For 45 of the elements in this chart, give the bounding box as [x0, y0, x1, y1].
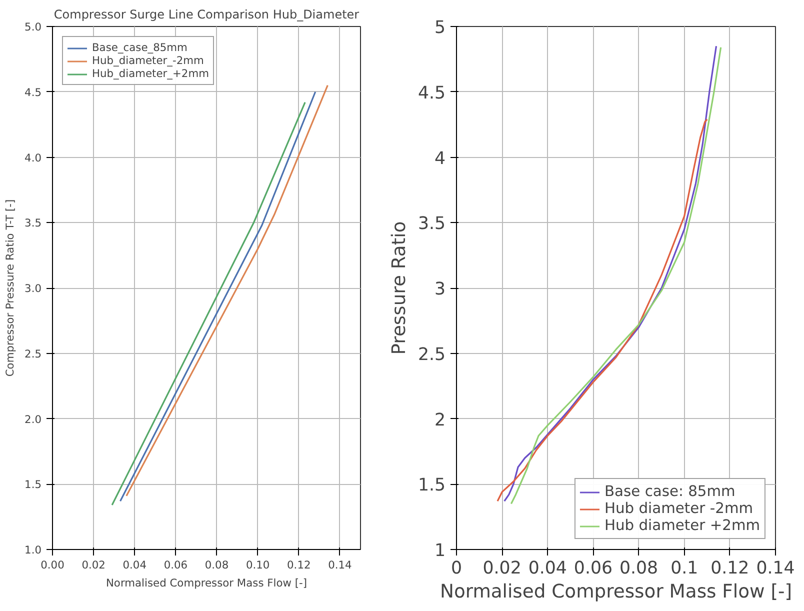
x-tick-label: 0.14 [756, 558, 795, 578]
x-tick-label: 0.1 [670, 558, 698, 578]
x-tick-label: 0.08 [619, 558, 658, 578]
y-tick-label: 1.5 [418, 476, 446, 496]
y-tick-label: 4.5 [24, 86, 42, 99]
y-tick-label: 2 [434, 410, 446, 430]
y-tick-label: 3.5 [24, 216, 42, 230]
legend-label: Hub diameter -2mm [604, 500, 754, 517]
x-tick-label: 0.14 [328, 558, 352, 572]
legend-label: Hub_diameter_-2mm [92, 54, 204, 67]
legend-label: Base_case_85mm [92, 41, 188, 54]
y-axis-title: Pressure Ratio [388, 221, 410, 355]
legend-label: Hub_diameter_+2mm [92, 67, 209, 80]
y-tick-label: 3.0 [24, 282, 42, 295]
y-tick-label: 4.0 [24, 151, 42, 164]
x-tick-label: 0.06 [574, 558, 613, 578]
y-tick-label: 4 [434, 148, 446, 169]
y-tick-label: 4.5 [418, 83, 446, 104]
chart-title: Compressor Surge Line Comparison Hub_Diameter [54, 8, 360, 22]
y-tick-label: 1.5 [24, 478, 42, 492]
y-tick-label: 2.0 [24, 412, 42, 426]
x-tick-label: 0.02 [482, 558, 522, 578]
y-axis-title: Compressor Pressure Ratio T-T [-] [4, 199, 17, 377]
x-axis-title: Normalised Compressor Mass Flow [-] [106, 576, 308, 590]
x-tick-label: 0 [450, 558, 462, 578]
y-tick-label: 1.0 [24, 544, 42, 556]
x-tick-label: 0.02 [82, 558, 106, 572]
x-tick-label: 0.12 [710, 558, 750, 578]
y-tick-label: 5 [434, 18, 446, 38]
y-tick-label: 2.5 [418, 344, 446, 365]
x-axis-title: Normalised Compressor Mass Flow [-] [440, 582, 792, 602]
y-tick-label: 3.5 [418, 214, 446, 234]
y-tick-label: 2.5 [24, 347, 42, 360]
x-tick-label: 0.10 [246, 558, 270, 572]
y-tick-label: 5.0 [24, 20, 42, 34]
x-tick-label: 0.04 [122, 558, 147, 572]
x-tick-label: 0.04 [528, 558, 567, 578]
y-tick-label: 3 [434, 280, 446, 300]
x-tick-label: 0.00 [40, 558, 65, 572]
x-tick-label: 0.08 [204, 558, 229, 572]
legend-label: Hub diameter +2mm [604, 517, 760, 534]
x-tick-label: 0.12 [287, 558, 311, 572]
legend-label: Base case: 85mm [604, 483, 736, 500]
y-tick-label: 1 [434, 541, 446, 561]
x-tick-label: 0.06 [164, 558, 188, 572]
